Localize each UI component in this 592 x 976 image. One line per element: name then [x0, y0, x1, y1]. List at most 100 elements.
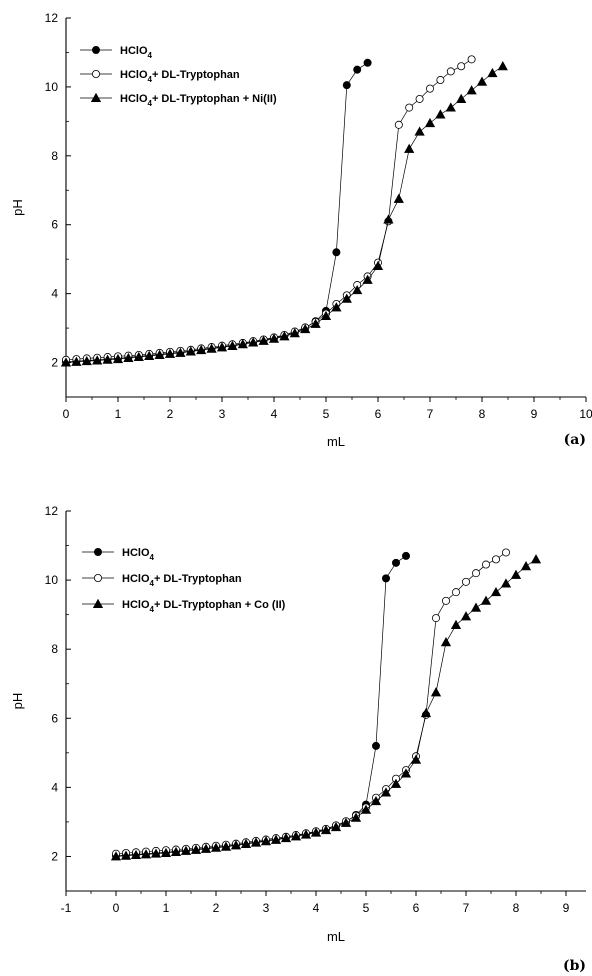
- data-point: [383, 214, 394, 224]
- series-2: [110, 554, 542, 861]
- data-point: [451, 588, 460, 597]
- legend-label: HClO4+ DL-Tryptophan + Co (II): [122, 599, 286, 614]
- y-tick-label: 6: [51, 218, 58, 232]
- data-point: [130, 849, 142, 860]
- x-tick-label: 7: [463, 901, 470, 915]
- data-point: [425, 84, 434, 93]
- data-point: [440, 637, 452, 647]
- legend-marker: [92, 46, 101, 55]
- data-point: [180, 845, 192, 855]
- data-point: [300, 323, 311, 334]
- data-point: [160, 847, 172, 857]
- data-point: [144, 350, 155, 360]
- data-point: [170, 846, 182, 856]
- x-tick-label: 7: [427, 407, 434, 421]
- data-point: [424, 117, 436, 128]
- x-tick-label: 6: [413, 901, 420, 915]
- legend-label: HClO4+ DL-Tryptophan: [122, 573, 242, 588]
- data-point: [280, 832, 292, 843]
- data-point: [342, 81, 351, 90]
- data-point: [391, 558, 400, 567]
- data-point: [363, 58, 372, 67]
- data-point: [457, 62, 466, 71]
- data-point: [150, 848, 162, 858]
- y-tick-label: 6: [51, 711, 58, 725]
- data-point: [401, 551, 410, 560]
- data-point: [310, 827, 322, 837]
- data-point: [185, 346, 196, 356]
- legend-marker: [94, 548, 103, 557]
- x-tick-label: 3: [219, 407, 226, 421]
- x-tick-label: 2: [213, 901, 220, 915]
- panel-label: (b): [563, 958, 586, 974]
- data-point: [461, 577, 470, 586]
- data-point: [120, 850, 132, 860]
- data-point: [390, 778, 402, 788]
- data-point: [467, 55, 476, 64]
- series-line: [65, 62, 368, 363]
- data-point: [112, 353, 124, 364]
- data-point: [501, 548, 510, 557]
- series-line: [115, 552, 507, 855]
- data-point: [394, 120, 403, 129]
- data-point: [250, 837, 262, 847]
- data-point: [520, 561, 532, 571]
- series-line: [65, 59, 472, 361]
- data-point: [420, 707, 432, 718]
- data-point: [360, 804, 372, 814]
- panel-label: (a): [564, 432, 586, 448]
- data-point: [480, 595, 492, 605]
- data-point: [331, 302, 342, 312]
- data-point: [248, 337, 259, 347]
- data-point: [445, 102, 456, 112]
- data-point: [362, 274, 373, 284]
- y-tick-label: 10: [45, 573, 59, 587]
- data-point: [456, 93, 467, 103]
- data-point: [405, 103, 414, 112]
- x-tick-label: 1: [115, 407, 122, 421]
- data-point: [441, 596, 450, 605]
- legend-marker: [92, 598, 104, 608]
- legend-label: HClO4: [122, 547, 155, 562]
- data-point: [300, 829, 312, 839]
- data-point: [393, 193, 404, 203]
- x-tick-label: 8: [479, 407, 486, 421]
- x-tick-label: 6: [375, 407, 382, 421]
- x-tick-label: 0: [113, 901, 120, 915]
- y-axis-title: pH: [10, 693, 25, 710]
- legend-marker: [90, 92, 102, 102]
- data-point: [450, 619, 462, 629]
- data-point: [415, 94, 424, 103]
- x-tick-label: 3: [263, 901, 270, 915]
- x-tick-label: 9: [563, 901, 570, 915]
- x-tick-label: 4: [271, 407, 278, 421]
- x-tick-label: 1: [163, 901, 170, 915]
- data-point: [216, 342, 228, 352]
- data-point: [341, 293, 352, 303]
- data-point: [340, 817, 352, 827]
- data-point: [380, 787, 392, 797]
- data-point: [320, 310, 332, 321]
- legend-label: HClO4+ DL-Tryptophan + Ni(II): [120, 93, 277, 108]
- y-tick-label: 12: [45, 504, 59, 518]
- y-tick-label: 4: [51, 780, 58, 794]
- data-point: [133, 351, 144, 362]
- data-point: [290, 831, 302, 841]
- series-2: [60, 61, 508, 367]
- x-tick-label: 5: [323, 407, 330, 421]
- data-point: [110, 851, 122, 861]
- series-1: [112, 548, 510, 858]
- data-point: [371, 741, 380, 750]
- data-point: [81, 355, 92, 366]
- data-point: [140, 849, 152, 859]
- data-point: [164, 348, 176, 358]
- y-tick-label: 8: [51, 642, 58, 656]
- x-tick-label: 2: [167, 407, 174, 421]
- data-point: [123, 352, 134, 363]
- data-point: [435, 109, 446, 119]
- data-point: [381, 574, 390, 583]
- data-point: [240, 838, 252, 848]
- x-axis-title: mL: [327, 929, 345, 944]
